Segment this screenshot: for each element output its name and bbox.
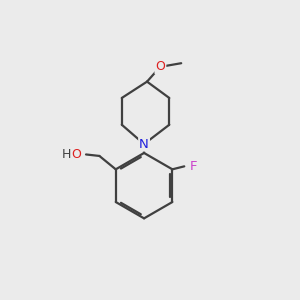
Text: H: H bbox=[61, 148, 71, 161]
Text: O: O bbox=[155, 60, 165, 73]
Text: N: N bbox=[139, 138, 149, 151]
Text: O: O bbox=[71, 148, 81, 161]
Text: F: F bbox=[190, 160, 198, 173]
